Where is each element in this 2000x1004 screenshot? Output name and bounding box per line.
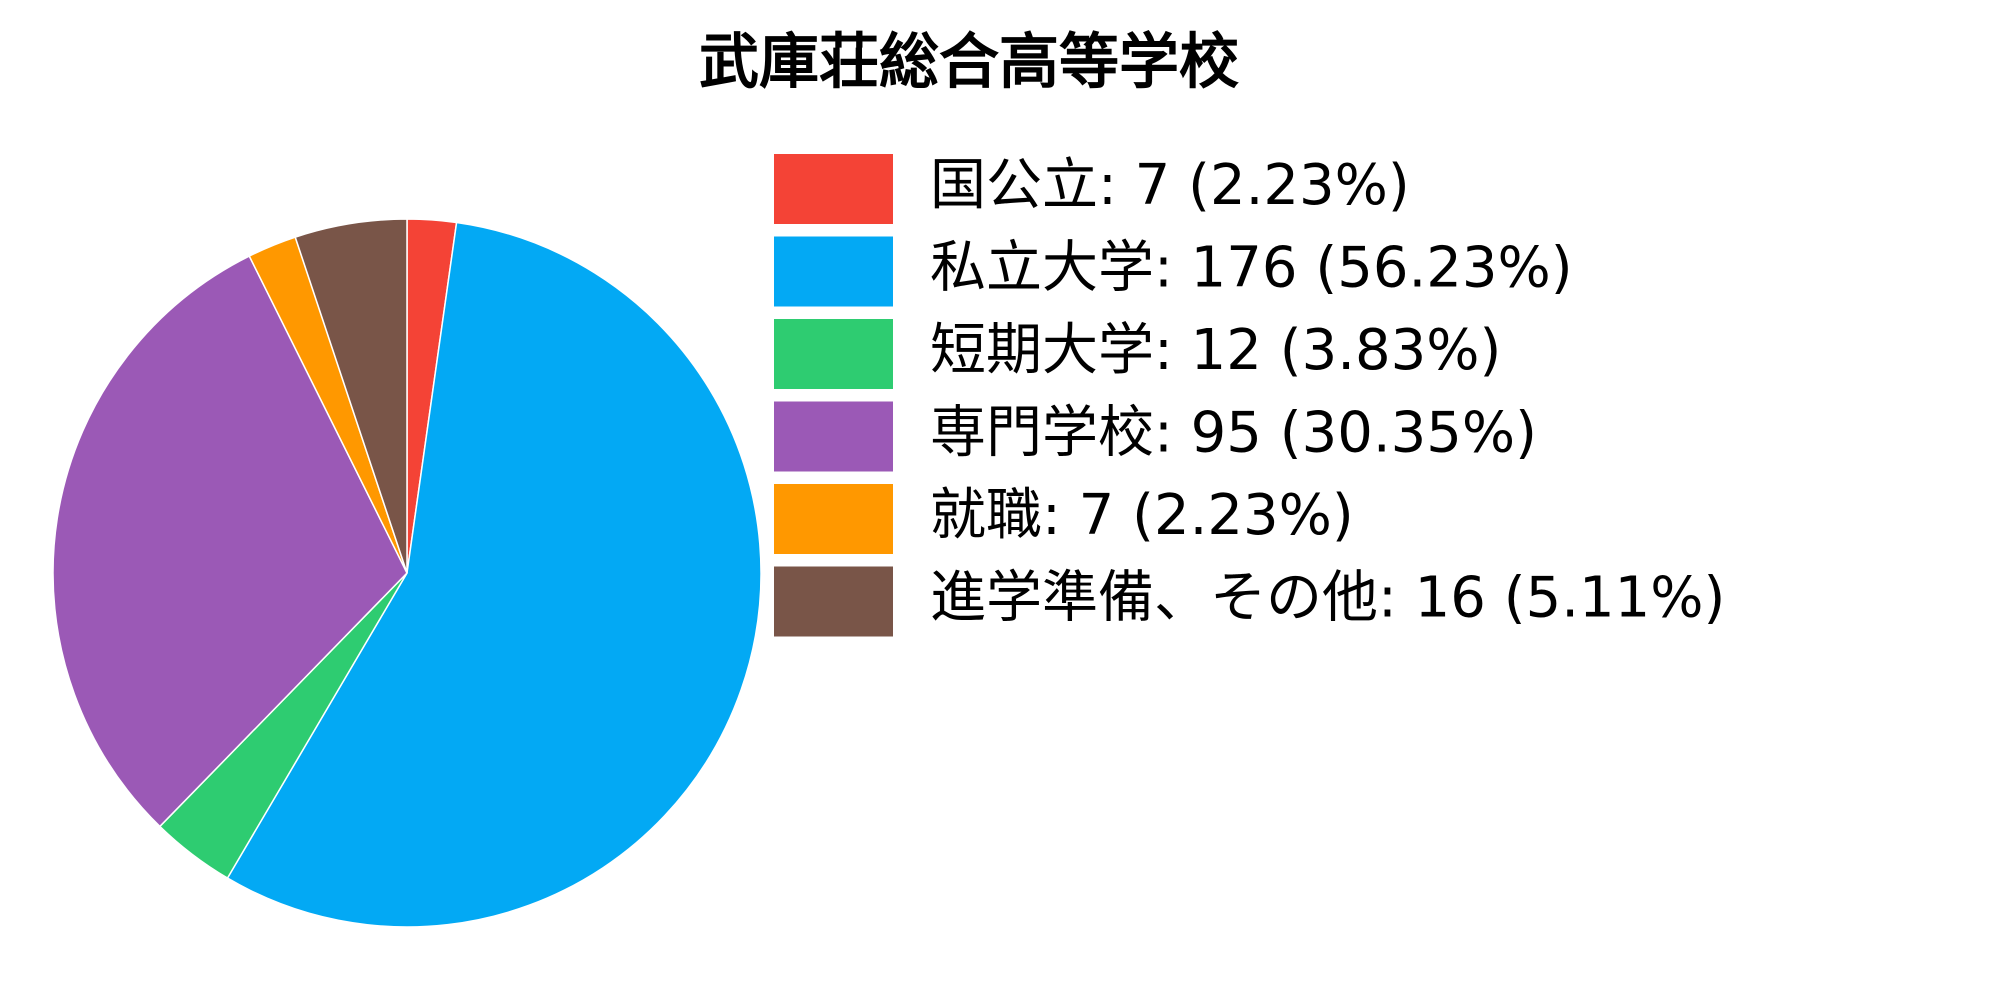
legend-swatch xyxy=(774,319,893,389)
legend-label: 国公立: 7 (2.23%) xyxy=(930,153,1410,218)
legend-label: 専門学校: 95 (30.35%) xyxy=(930,401,1537,466)
legend-label: 就職: 7 (2.23%) xyxy=(930,483,1354,548)
legend-label: 進学準備、その他: 16 (5.11%) xyxy=(930,566,1725,631)
pie-slice xyxy=(294,218,408,574)
pie-slice xyxy=(52,255,408,828)
legend-label: 短期大学: 12 (3.83%) xyxy=(930,318,1501,383)
chart-title: 武庫荘総合高等学校 xyxy=(699,28,1239,98)
legend-swatch xyxy=(774,566,893,637)
legend-label: 私立大学: 176 (56.23%) xyxy=(930,236,1573,301)
pie-slice xyxy=(226,221,762,928)
legend-swatch xyxy=(774,154,893,224)
legend-swatch xyxy=(774,236,893,307)
legend-swatch xyxy=(774,401,893,472)
legend-swatch xyxy=(774,484,893,554)
